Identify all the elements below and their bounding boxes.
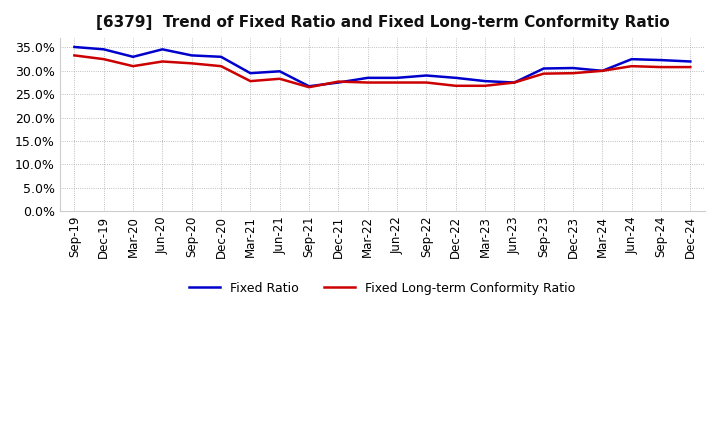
Line: Fixed Long-term Conformity Ratio: Fixed Long-term Conformity Ratio — [74, 55, 690, 87]
Fixed Long-term Conformity Ratio — [392, 80, 401, 85]
Fixed Long-term Conformity Ratio — [70, 53, 78, 58]
Fixed Long-term Conformity Ratio — [99, 56, 108, 62]
Fixed Ratio — [569, 66, 577, 71]
Fixed Ratio — [657, 58, 665, 63]
Fixed Ratio — [187, 53, 196, 58]
Fixed Long-term Conformity Ratio — [451, 83, 460, 88]
Fixed Long-term Conformity Ratio — [422, 80, 431, 85]
Fixed Long-term Conformity Ratio — [510, 80, 518, 85]
Fixed Ratio — [364, 75, 372, 81]
Fixed Long-term Conformity Ratio — [334, 79, 343, 84]
Fixed Long-term Conformity Ratio — [246, 78, 255, 84]
Fixed Ratio — [598, 68, 607, 73]
Fixed Ratio — [481, 78, 490, 84]
Title: [6379]  Trend of Fixed Ratio and Fixed Long-term Conformity Ratio: [6379] Trend of Fixed Ratio and Fixed Lo… — [96, 15, 669, 30]
Fixed Ratio — [158, 47, 167, 52]
Fixed Ratio — [686, 59, 695, 64]
Fixed Long-term Conformity Ratio — [129, 63, 138, 69]
Fixed Ratio — [422, 73, 431, 78]
Fixed Ratio — [275, 69, 284, 74]
Fixed Long-term Conformity Ratio — [158, 59, 167, 64]
Fixed Ratio — [99, 47, 108, 52]
Fixed Long-term Conformity Ratio — [686, 64, 695, 70]
Fixed Ratio — [129, 54, 138, 59]
Fixed Ratio — [334, 80, 343, 85]
Fixed Long-term Conformity Ratio — [539, 71, 548, 76]
Fixed Long-term Conformity Ratio — [657, 64, 665, 70]
Fixed Ratio — [246, 70, 255, 76]
Fixed Long-term Conformity Ratio — [275, 76, 284, 81]
Fixed Long-term Conformity Ratio — [217, 63, 225, 69]
Fixed Long-term Conformity Ratio — [305, 84, 313, 90]
Fixed Long-term Conformity Ratio — [598, 68, 607, 73]
Legend: Fixed Ratio, Fixed Long-term Conformity Ratio: Fixed Ratio, Fixed Long-term Conformity … — [189, 282, 575, 295]
Fixed Ratio — [392, 75, 401, 81]
Fixed Ratio — [451, 75, 460, 81]
Fixed Long-term Conformity Ratio — [364, 80, 372, 85]
Fixed Ratio — [627, 56, 636, 62]
Fixed Long-term Conformity Ratio — [481, 83, 490, 88]
Fixed Ratio — [539, 66, 548, 71]
Fixed Ratio — [70, 44, 78, 50]
Fixed Ratio — [510, 80, 518, 85]
Fixed Long-term Conformity Ratio — [627, 63, 636, 69]
Fixed Long-term Conformity Ratio — [187, 61, 196, 66]
Fixed Ratio — [305, 84, 313, 89]
Fixed Long-term Conformity Ratio — [569, 70, 577, 76]
Fixed Ratio — [217, 54, 225, 59]
Line: Fixed Ratio: Fixed Ratio — [74, 47, 690, 86]
